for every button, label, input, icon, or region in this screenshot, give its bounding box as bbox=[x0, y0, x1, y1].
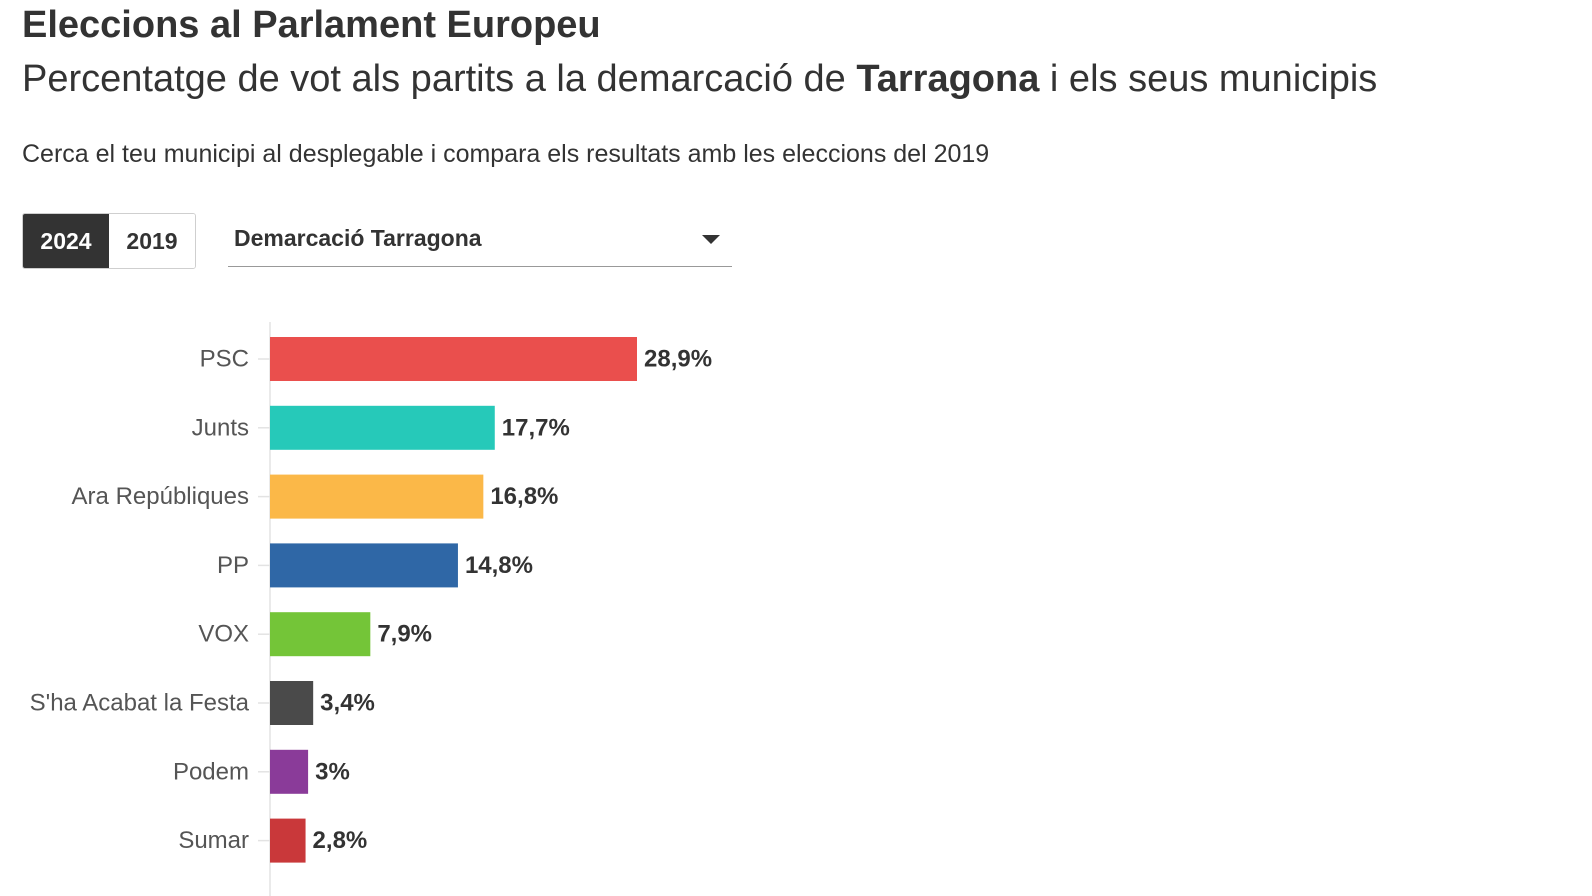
value-label: 3% bbox=[315, 758, 350, 785]
chart-subtitle: Percentatge de vot als partits a la dema… bbox=[22, 58, 1377, 101]
dropdown-selected-value: Demarcació Tarragona bbox=[234, 225, 482, 251]
bar bbox=[270, 474, 484, 519]
bar bbox=[270, 818, 306, 863]
category-label: S'ha Acabat la Festa bbox=[30, 690, 250, 717]
category-label: Sumar bbox=[178, 827, 249, 854]
year-toggle: 2024 2019 bbox=[22, 213, 196, 269]
chevron-down-icon bbox=[702, 235, 720, 244]
bar-chart: PSC 28,9% Junts 17,7% Ara Repúbliques 16,8% PP… bbox=[30, 322, 712, 896]
bar bbox=[270, 681, 314, 725]
chart-title: Eleccions al Parlament Europeu bbox=[22, 4, 601, 46]
bar bbox=[270, 612, 371, 657]
category-label: PP bbox=[217, 552, 249, 579]
value-label: 14,8% bbox=[465, 552, 533, 579]
value-label: 28,9% bbox=[644, 346, 712, 373]
category-label: PSC bbox=[200, 346, 249, 373]
category-label: Junts bbox=[192, 414, 249, 441]
subtitle-prefix: Percentatge de vot als partits a la dema… bbox=[22, 58, 857, 100]
value-label: 2,8% bbox=[313, 827, 368, 854]
value-label: 17,7% bbox=[502, 414, 570, 441]
bar bbox=[270, 749, 309, 794]
bar bbox=[270, 337, 637, 381]
value-label: 3,4% bbox=[320, 690, 375, 717]
value-label: 16,8% bbox=[490, 483, 558, 510]
year-2024-button[interactable]: 2024 bbox=[23, 214, 109, 268]
subtitle-suffix: i els seus municipis bbox=[1039, 58, 1378, 100]
category-label: VOX bbox=[198, 621, 249, 648]
bar bbox=[270, 405, 495, 450]
year-2019-button[interactable]: 2019 bbox=[109, 214, 195, 268]
category-label: Ara Repúbliques bbox=[72, 483, 249, 510]
subtitle-region: Tarragona bbox=[856, 58, 1040, 100]
bar bbox=[270, 543, 458, 588]
category-label: Podem bbox=[173, 758, 249, 785]
value-label: 7,9% bbox=[377, 621, 432, 648]
municipality-dropdown[interactable]: Demarcació Tarragona bbox=[228, 213, 732, 267]
instructions-text: Cerca el teu municipi al desplegable i c… bbox=[22, 140, 990, 168]
